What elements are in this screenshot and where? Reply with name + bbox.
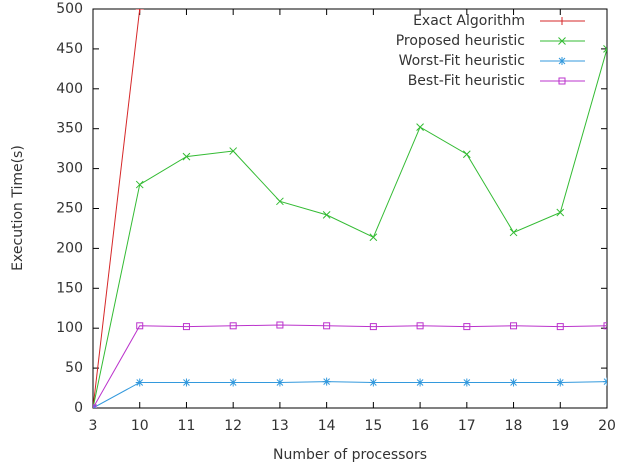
x-tick-label: 17 — [458, 418, 476, 434]
marker — [323, 322, 331, 330]
marker — [556, 323, 564, 331]
marker — [229, 147, 238, 155]
x-tick-label: 10 — [131, 418, 149, 434]
x-tick-label: 14 — [318, 418, 336, 434]
marker — [509, 378, 518, 387]
y-tick-label: 350 — [56, 121, 83, 137]
marker — [558, 37, 566, 45]
marker — [603, 45, 607, 53]
marker — [275, 378, 284, 387]
marker — [369, 323, 377, 331]
y-axis-label: Execution Time(s) — [10, 145, 26, 271]
y-tick-label: 250 — [56, 201, 83, 217]
series-line — [93, 9, 141, 408]
series-line — [93, 381, 607, 408]
marker — [558, 77, 566, 85]
x-tick-label: 12 — [224, 418, 242, 434]
marker — [229, 322, 237, 330]
x-tick-label: 15 — [364, 418, 382, 434]
marker — [369, 378, 378, 387]
marker — [416, 123, 424, 131]
marker — [510, 322, 518, 330]
marker — [322, 377, 331, 386]
marker — [558, 17, 566, 25]
y-tick-label: 0 — [74, 400, 83, 416]
marker — [416, 378, 425, 387]
marker — [369, 233, 378, 242]
marker — [509, 228, 518, 237]
x-tick-label: 13 — [271, 418, 289, 434]
y-tick-label: 100 — [56, 320, 83, 336]
marker — [556, 208, 565, 217]
marker — [603, 322, 607, 330]
x-tick-label: 19 — [551, 418, 569, 434]
y-tick-label: 450 — [56, 41, 83, 57]
legend-label: Best-Fit heuristic — [408, 73, 525, 89]
legend-label: Proposed heuristic — [396, 33, 525, 49]
x-tick-label: 11 — [178, 418, 196, 434]
marker — [322, 211, 331, 219]
marker — [462, 150, 471, 159]
marker — [229, 378, 238, 387]
marker — [556, 378, 565, 387]
marker — [416, 322, 424, 330]
marker — [182, 378, 191, 387]
marker — [182, 152, 191, 161]
marker — [603, 377, 607, 386]
series-line — [93, 324, 607, 408]
x-tick-label: 18 — [505, 418, 523, 434]
marker — [135, 9, 144, 13]
marker — [276, 321, 284, 329]
marker — [182, 323, 190, 331]
x-tick-label: 3 — [89, 418, 98, 434]
y-tick-label: 200 — [56, 240, 83, 256]
y-tick-label: 50 — [65, 360, 83, 376]
y-tick-label: 300 — [56, 161, 83, 177]
marker — [276, 197, 284, 206]
marker — [135, 180, 144, 189]
plot-area — [93, 9, 607, 408]
marker — [135, 378, 144, 387]
legend-label: Exact Algorithm — [413, 13, 525, 29]
marker — [558, 57, 566, 65]
y-tick-label: 150 — [56, 280, 83, 296]
marker — [463, 323, 471, 331]
marker — [462, 378, 471, 387]
y-tick-label: 500 — [56, 1, 83, 17]
plot-frame — [92, 8, 608, 409]
x-tick-label: 20 — [598, 418, 616, 434]
y-tick-label: 400 — [56, 81, 83, 97]
x-tick-label: 16 — [411, 418, 429, 434]
legend-label: Worst-Fit heuristic — [399, 53, 525, 69]
x-axis-label: Number of processors — [273, 447, 427, 463]
series-line — [93, 48, 607, 408]
marker — [136, 322, 144, 330]
